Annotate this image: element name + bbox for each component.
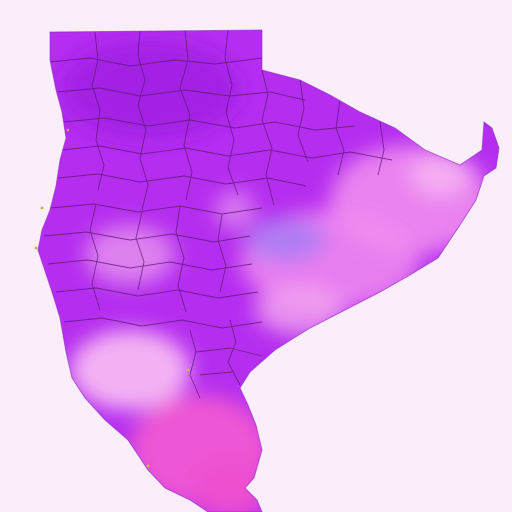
border-line	[195, 347, 263, 357]
shade-center-mid	[215, 190, 255, 230]
shade-se-light	[255, 285, 345, 335]
border-line	[55, 287, 259, 299]
border-line	[49, 203, 263, 215]
border-line	[135, 211, 145, 291]
border-line	[63, 117, 356, 131]
border-line	[297, 79, 309, 163]
coast-speck	[40, 206, 44, 210]
border-line	[61, 145, 393, 161]
coast-speck	[66, 128, 70, 132]
border-line	[57, 173, 307, 187]
border-line	[335, 99, 345, 176]
border-line	[217, 213, 227, 293]
shade-bluish	[245, 218, 325, 262]
border-line	[227, 319, 241, 386]
choropleth-shading	[60, 40, 490, 512]
border-line	[89, 203, 101, 311]
coastline	[37, 29, 500, 512]
border-line	[377, 121, 385, 176]
shade-west-light	[85, 225, 175, 285]
shade-east-pale	[410, 153, 470, 197]
coast-speck	[186, 368, 190, 372]
border-line	[199, 371, 233, 376]
coast-speck	[34, 246, 38, 250]
shade-south-hot-2	[190, 460, 270, 512]
border-line	[137, 30, 149, 211]
coast-speck	[146, 464, 150, 468]
border-line	[49, 57, 263, 67]
border-line	[57, 87, 306, 101]
shade-southwest-pale	[70, 330, 190, 410]
border-line	[179, 30, 193, 201]
border-line	[47, 259, 253, 271]
border-line	[189, 329, 201, 399]
border-line	[63, 317, 263, 329]
border-line	[175, 205, 187, 313]
county-borders	[43, 30, 393, 399]
border-line	[224, 30, 239, 196]
border-line	[43, 231, 251, 243]
border-line	[261, 69, 275, 206]
shade-dark-north	[60, 40, 240, 140]
